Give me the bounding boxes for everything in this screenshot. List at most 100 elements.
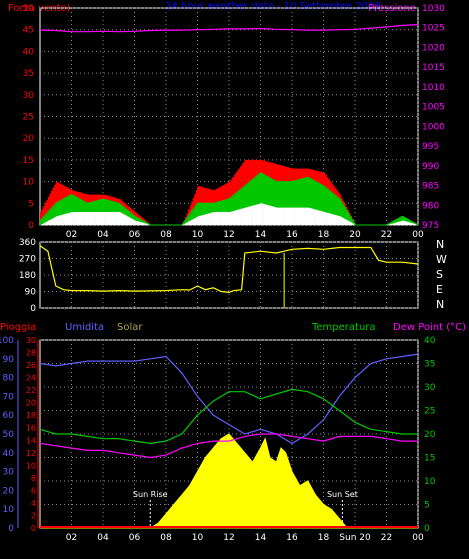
chart1-title: 24 hour weather data - 10 Settembre 2018 <box>165 1 381 12</box>
chart2-left-tick-label: 90 <box>25 288 37 298</box>
chart3-rain-tick-label: 6 <box>31 486 36 495</box>
chart3-dewpoint-label: Dew Point (°C) <box>393 322 466 333</box>
chart1-right-tick-label: 1000 <box>422 122 445 132</box>
chart3-x-tick-label: 10 <box>192 533 204 543</box>
chart1-x-tick-label: 16 <box>286 230 298 240</box>
chart3-right-tick-label: 0 <box>424 524 430 534</box>
chart3-x-tick-label: 18 <box>318 533 330 543</box>
chart1-right-tick-label: 985 <box>422 182 439 192</box>
chart3-rain-tick-label: 18 <box>26 411 36 420</box>
chart3-humidity-label: Umidita <box>65 322 104 333</box>
chart3-rain-tick-label: 22 <box>26 386 36 395</box>
chart3-rain-tick-label: 14 <box>26 436 36 445</box>
chart3-x-tick-label: 00 <box>412 533 424 543</box>
chart2-left-tick-label: 270 <box>19 255 36 265</box>
chart1-left-tick-label: 45 <box>23 26 34 36</box>
chart1-left-tick-label: 30 <box>23 91 35 101</box>
chart3-x-tick-label: 16 <box>286 533 298 543</box>
chart1-right-tick-label: 980 <box>422 201 439 211</box>
chart3-rain-tick-label: 2 <box>31 511 36 520</box>
chart3-rain-tick-label: 12 <box>26 449 36 458</box>
chart3-right-tick-label: 20 <box>424 430 436 440</box>
chart3-temperature-label: Temperatura <box>311 322 376 333</box>
chart1-left-tick-label: 10 <box>23 178 35 188</box>
chart3-humidity-tick-label: 90 <box>3 355 15 365</box>
chart3-humidity-tick-label: 40 <box>3 449 15 459</box>
chart1-x-tick-label: 22 <box>381 230 392 240</box>
chart1-x-tick-label: 18 <box>318 230 330 240</box>
chart1-right-tick-label: 1005 <box>422 103 445 113</box>
chart1-x-tick-label: 14 <box>255 230 267 240</box>
chart3-rain-tick-label: 28 <box>26 349 36 358</box>
chart3-rain-tick-label: 20 <box>26 399 36 408</box>
chart1-left-tick-label: 0 <box>28 221 34 231</box>
chart2-left-tick-label: 360 <box>19 238 36 248</box>
chart3-right-tick-label: 25 <box>424 407 435 417</box>
chart3-humidity-tick-label: 30 <box>3 468 15 478</box>
chart1-right-tick-label: 1020 <box>422 43 445 53</box>
chart2-direction-line <box>40 246 418 293</box>
chart1-left-tick-label: 20 <box>23 134 35 144</box>
chart3-right-tick-label: 30 <box>424 383 436 393</box>
chart3-x-tick-label: Sun 20 <box>339 533 371 543</box>
chart3-rain-label: Pioggia <box>0 322 36 333</box>
chart3-humidity-line <box>40 354 418 443</box>
chart2-compass-label: W <box>436 253 447 266</box>
chart3-annotation-label: Sun Rise <box>133 490 168 499</box>
chart1-right-tick-label: 1010 <box>422 83 445 93</box>
chart1-right-tick-label: 1025 <box>422 24 445 34</box>
chart1-right-tick-label: 990 <box>422 162 439 172</box>
chart2-left-tick-label: 0 <box>30 304 36 314</box>
chart3-humidity-tick-label: 70 <box>3 392 15 402</box>
chart3-humidity-tick-label: 20 <box>3 486 15 496</box>
chart2-left-tick-label: 180 <box>19 271 36 281</box>
chart3-rain-tick-label: 16 <box>26 424 36 433</box>
chart3-annotation-label: Sun Set <box>327 490 358 499</box>
chart3-rain-tick-label: 30 <box>26 336 36 345</box>
chart1-left-tick-label: 5 <box>28 199 34 209</box>
chart3-rain-tick-label: 4 <box>31 499 36 508</box>
chart3-right-tick-label: 10 <box>424 477 436 487</box>
chart3-x-tick-label: 04 <box>97 533 109 543</box>
chart3-x-tick-label: 12 <box>223 533 234 543</box>
chart3-right-tick-label: 5 <box>424 501 430 511</box>
chart1-right-tick-label: 1030 <box>422 4 445 14</box>
chart1-x-tick-label: 04 <box>97 230 109 240</box>
chart3-x-tick-label: 08 <box>160 533 172 543</box>
chart3-solar-label: Solar <box>117 322 143 333</box>
chart1-right-tick-label: 1015 <box>422 63 445 73</box>
chart3-rain-tick-label: 24 <box>26 374 36 383</box>
chart3-x-tick-label: 06 <box>129 533 141 543</box>
chart3-rain-tick-label: 10 <box>26 461 36 470</box>
chart3-rain-tick-label: 8 <box>31 474 36 483</box>
chart3-humidity-tick-label: 0 <box>8 524 14 534</box>
chart3-rain-tick-label: 26 <box>26 361 36 370</box>
chart2-compass-label: S <box>436 268 443 281</box>
chart3-x-tick-label: 14 <box>255 533 267 543</box>
chart1-left-tick-label: 40 <box>23 47 35 57</box>
chart3-x-tick-label: 02 <box>66 533 77 543</box>
chart2-compass-label: N <box>436 238 444 251</box>
chart1-x-tick-label: 00 <box>412 230 424 240</box>
chart1-left-tick-label: 35 <box>23 69 34 79</box>
chart3-right-tick-label: 15 <box>424 454 435 464</box>
chart1-right-tick-label: 975 <box>422 221 439 231</box>
chart1-x-tick-label: 08 <box>160 230 172 240</box>
chart1-x-tick-label: 06 <box>129 230 141 240</box>
chart1-left-tick-label: 50 <box>23 4 35 14</box>
chart3-humidity-tick-label: 10 <box>3 505 15 515</box>
chart2-compass-label: N <box>436 298 444 311</box>
chart1-x-tick-label: 12 <box>223 230 234 240</box>
chart1-x-tick-label: 20 <box>349 230 361 240</box>
chart3-rain-tick-label: 0 <box>31 524 36 533</box>
chart1-x-tick-label: 02 <box>66 230 77 240</box>
chart1-left-tick-label: 25 <box>23 113 34 123</box>
chart3-humidity-tick-label: 60 <box>3 411 15 421</box>
chart3-x-tick-label: 22 <box>381 533 392 543</box>
chart2-compass-label: E <box>436 283 443 296</box>
chart1-x-tick-label: 10 <box>192 230 204 240</box>
chart3-right-tick-label: 35 <box>424 360 435 370</box>
chart1-right-tick-label: 995 <box>422 142 439 152</box>
